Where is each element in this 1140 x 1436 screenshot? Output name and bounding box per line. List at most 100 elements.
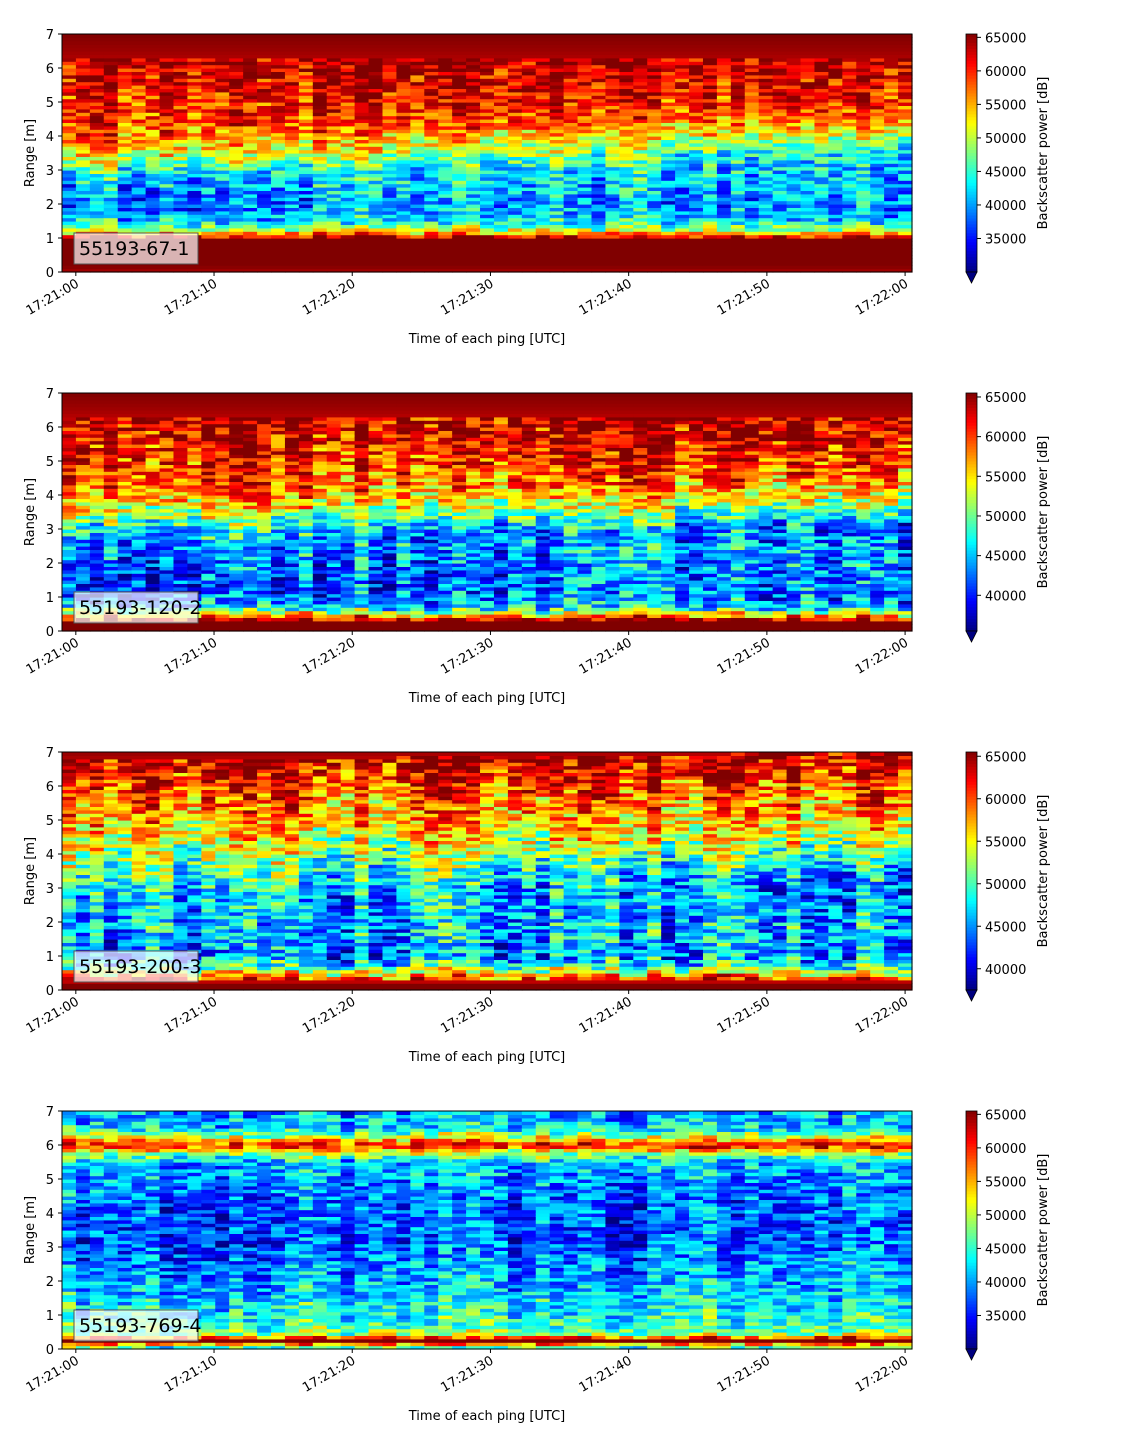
heatmap-cell: [758, 40, 774, 45]
heatmap-cell: [493, 37, 509, 42]
heatmap-cell: [117, 399, 133, 404]
heatmap-cell: [62, 261, 77, 266]
heatmap-cell: [758, 255, 774, 259]
heatmap-cell: [89, 166, 105, 171]
heatmap-cell: [452, 183, 467, 188]
heatmap-cell: [243, 224, 258, 229]
heatmap-cell: [117, 190, 133, 195]
heatmap-cell: [173, 580, 189, 584]
heatmap-cell: [591, 214, 607, 219]
heatmap-cell: [842, 217, 857, 222]
heatmap-cell: [675, 98, 690, 103]
heatmap-cell: [870, 125, 885, 130]
heatmap-cell: [215, 146, 230, 151]
heatmap-cell: [898, 146, 913, 151]
colorbar-segment: [966, 203, 977, 208]
heatmap-cell: [619, 139, 634, 144]
heatmap-cell: [577, 34, 593, 38]
colorbar-segment: [966, 96, 977, 101]
heatmap-cell: [521, 210, 537, 215]
heatmap-cell: [577, 204, 593, 208]
heatmap-cell: [870, 187, 885, 191]
heatmap-cell: [605, 156, 620, 161]
heatmap-cell: [814, 88, 829, 93]
heatmap-cell: [828, 57, 843, 62]
heatmap-cell: [312, 187, 328, 191]
heatmap-cell: [689, 57, 704, 62]
heatmap-cell: [884, 231, 899, 236]
heatmap-cell: [661, 139, 676, 144]
heatmap-cell: [145, 85, 161, 89]
heatmap-cell: [856, 238, 871, 242]
heatmap-cell: [702, 193, 718, 198]
heatmap-cell: [257, 57, 272, 62]
heatmap-cell: [340, 47, 356, 52]
heatmap-cell: [814, 95, 829, 100]
heatmap-cell: [243, 78, 258, 83]
heatmap-cell: [493, 78, 509, 83]
heatmap-cell: [159, 71, 175, 76]
heatmap-cell: [326, 112, 342, 117]
heatmap-cell: [438, 142, 453, 147]
heatmap-cell: [229, 241, 244, 246]
heatmap-cell: [75, 122, 91, 127]
heatmap-cell: [605, 193, 620, 198]
heatmap-cell: [716, 102, 732, 106]
heatmap-cell: [744, 61, 760, 66]
heatmap-cell: [744, 71, 760, 76]
heatmap-cell: [368, 44, 384, 49]
heatmap-cell: [312, 132, 328, 137]
heatmap-cell: [117, 95, 133, 100]
heatmap-cell: [661, 149, 676, 154]
heatmap-cell: [535, 170, 551, 174]
heatmap-cell: [229, 170, 244, 174]
heatmap-cell: [591, 173, 607, 178]
heatmap-cell: [298, 261, 314, 266]
heatmap-cell: [675, 231, 690, 236]
heatmap-cell: [870, 129, 885, 134]
heatmap-cell: [131, 51, 147, 55]
heatmap-cell: [493, 85, 509, 89]
heatmap-cell: [716, 34, 732, 38]
heatmap-cell: [117, 214, 133, 219]
heatmap-cell: [772, 74, 788, 79]
heatmap-cell: [326, 68, 342, 72]
heatmap-cell: [480, 265, 495, 270]
heatmap-cell: [424, 251, 439, 256]
heatmap-cell: [312, 190, 328, 195]
heatmap-cell: [605, 159, 620, 164]
heatmap-cell: [730, 122, 746, 127]
heatmap-cell: [884, 105, 899, 110]
heatmap-cell: [117, 416, 133, 421]
heatmap-cell: [870, 149, 885, 154]
heatmap-cell: [117, 146, 133, 151]
heatmap-cell: [187, 51, 202, 55]
heatmap-cell: [271, 176, 286, 181]
heatmap-cell: [354, 61, 370, 66]
heatmap-cell: [354, 268, 370, 273]
heatmap-cell: [201, 153, 216, 157]
heatmap-cell: [884, 125, 899, 130]
heatmap-cell: [229, 146, 244, 151]
heatmap-cell: [633, 91, 648, 96]
heatmap-cell: [452, 37, 467, 42]
heatmap-cell: [702, 210, 718, 215]
heatmap-cell: [633, 210, 648, 215]
heatmap-cell: [898, 244, 913, 249]
heatmap-cell: [159, 498, 175, 503]
heatmap-cell: [452, 248, 467, 253]
heatmap-cell: [215, 224, 230, 229]
heatmap-cell: [744, 207, 760, 212]
heatmap-cell: [424, 98, 439, 103]
heatmap-cell: [493, 238, 509, 242]
heatmap-cell: [62, 423, 77, 428]
heatmap-cell: [257, 122, 272, 127]
heatmap-cell: [173, 149, 189, 154]
heatmap-cell: [368, 238, 384, 242]
heatmap-cell: [257, 153, 272, 157]
heatmap-cell: [535, 163, 551, 168]
heatmap-cell: [215, 238, 230, 242]
heatmap-cell: [786, 142, 802, 147]
heatmap-cell: [62, 461, 77, 465]
heatmap-cell: [702, 244, 718, 249]
